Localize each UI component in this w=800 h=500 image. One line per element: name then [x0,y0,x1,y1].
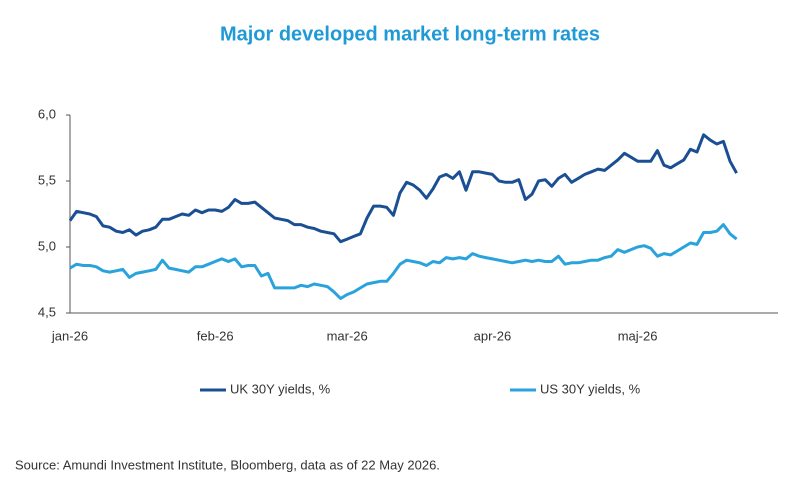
series-line [69,223,738,300]
series-line [68,133,738,244]
source-note: Source: Amundi Investment Institute, Blo… [15,457,440,472]
x-tick-label: feb-26 [197,328,234,343]
y-tick-label: 6,0 [38,106,56,121]
x-tick-label: maj-26 [618,328,658,343]
legend-label: US 30Y yields, % [540,381,641,396]
legend-label: UK 30Y yields, % [230,381,331,396]
y-tick-label: 5,5 [38,172,56,187]
x-tick-label: apr-26 [474,328,512,343]
y-tick-label: 4,5 [38,304,56,319]
x-tick-label: jan-26 [51,328,88,343]
chart-title: Major developed market long-term rates [220,23,600,45]
x-tick-label: mar-26 [327,328,368,343]
y-tick-label: 5,0 [38,238,56,253]
